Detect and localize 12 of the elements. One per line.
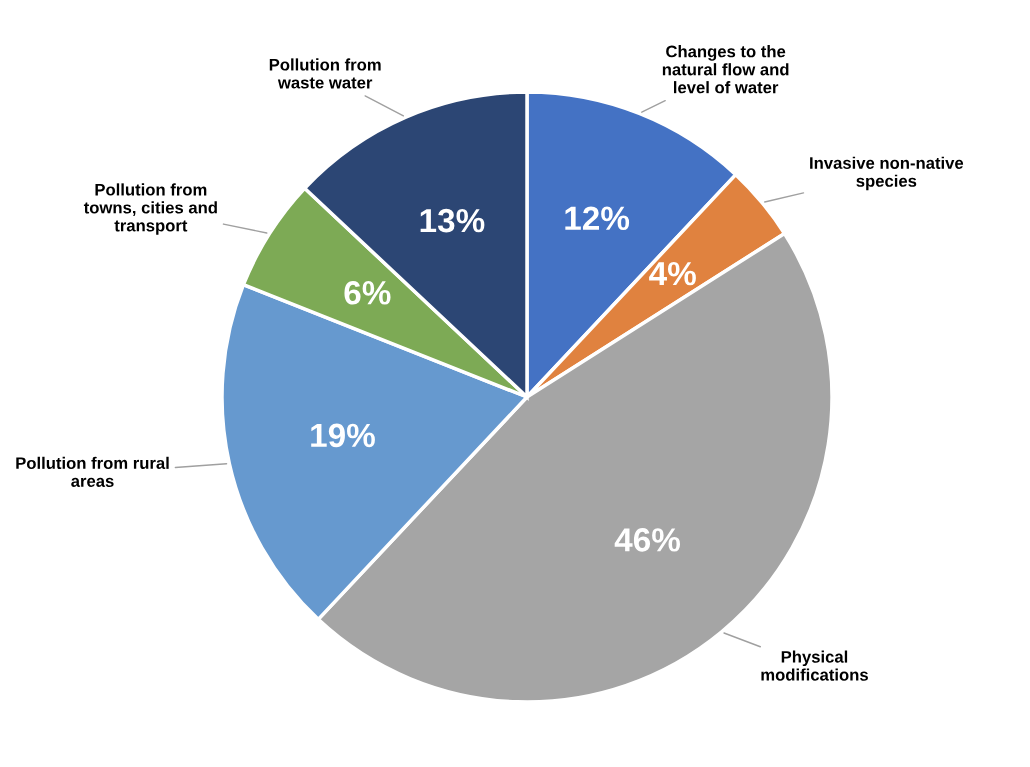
data-label: 13% (420, 208, 485, 233)
data-label: 12% (565, 206, 630, 231)
data-label: 6% (344, 281, 391, 305)
slice-label: Pollution from towns, cities and transport (83, 183, 217, 235)
slice-label: Pollution from rural areas (16, 456, 169, 487)
data-label: 46% (614, 528, 681, 552)
data-label: 4% (649, 261, 696, 286)
slice-label: Physical modifications (761, 650, 868, 681)
slice-label: Changes to the natural flow and level of water (662, 45, 789, 94)
slice-label: Invasive non-native species (810, 156, 964, 191)
slice-label: Pollution from waste water (269, 58, 381, 89)
data-label: 19% (311, 423, 375, 448)
